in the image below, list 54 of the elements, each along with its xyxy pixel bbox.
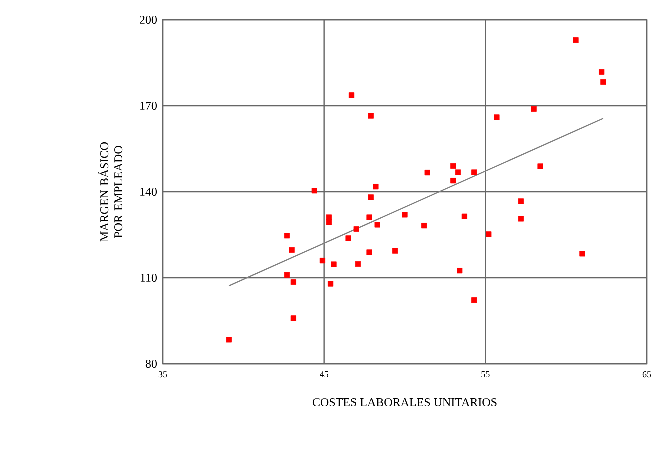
point	[422, 223, 428, 229]
point	[472, 298, 478, 304]
point	[580, 251, 586, 257]
x-tick-label: 35	[158, 372, 168, 378]
point	[354, 226, 360, 232]
point	[346, 236, 352, 242]
x-tick-label: 45	[320, 372, 328, 378]
point	[366, 250, 372, 256]
point	[368, 113, 374, 119]
point	[531, 106, 537, 112]
point	[450, 163, 456, 169]
point	[366, 214, 372, 220]
point	[373, 184, 379, 190]
point	[331, 262, 337, 268]
point	[486, 232, 492, 238]
point	[462, 214, 468, 220]
point	[289, 247, 295, 253]
point	[573, 38, 579, 44]
x-axis-title: COSTES LABORALES UNITARIOS	[312, 398, 497, 406]
y-tick-label: 110	[140, 274, 158, 282]
x-tick-label: 65	[642, 372, 652, 378]
point	[284, 233, 290, 239]
point	[320, 258, 326, 264]
y-tick-label: 80	[146, 360, 158, 368]
point	[457, 268, 463, 274]
point	[374, 222, 380, 228]
point	[328, 281, 334, 287]
point	[455, 170, 462, 176]
point	[326, 214, 332, 220]
point	[402, 212, 408, 218]
point	[518, 198, 524, 204]
point	[368, 194, 374, 200]
point	[494, 114, 500, 120]
point	[450, 178, 456, 184]
point	[290, 316, 296, 322]
point	[348, 92, 355, 98]
x-tick-label: 55	[482, 372, 490, 378]
y-axis-title: MARGEN BÁSICO POR EMPLEADO	[98, 142, 123, 242]
point	[518, 216, 524, 222]
point	[472, 170, 478, 176]
y-tick-label: 170	[140, 102, 158, 110]
point	[424, 170, 430, 176]
point	[290, 280, 296, 286]
point	[538, 164, 544, 170]
y-tick-label: 140	[140, 188, 158, 196]
point	[392, 248, 398, 254]
point	[312, 188, 318, 194]
y-tick-label: 200	[140, 16, 158, 24]
point	[355, 261, 362, 268]
point	[226, 337, 232, 343]
point	[600, 79, 606, 86]
point	[599, 69, 605, 75]
point	[326, 220, 332, 226]
point	[284, 272, 290, 278]
